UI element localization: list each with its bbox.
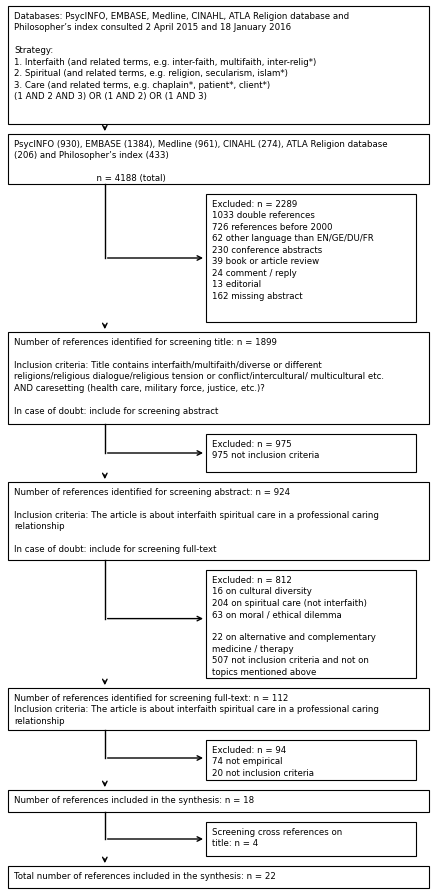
Text: Screening cross references on
title: n = 4: Screening cross references on title: n =… xyxy=(212,828,342,848)
Bar xyxy=(8,134,429,184)
Text: Excluded: n = 94
74 not empirical
20 not inclusion criteria: Excluded: n = 94 74 not empirical 20 not… xyxy=(212,746,314,778)
Text: Excluded: n = 2289
1033 double references
726 references before 2000
62 other la: Excluded: n = 2289 1033 double reference… xyxy=(212,200,374,301)
Text: Excluded: n = 975
975 not inclusion criteria: Excluded: n = 975 975 not inclusion crit… xyxy=(212,440,319,460)
Bar xyxy=(8,790,429,812)
Text: Number of references included in the synthesis: n = 18: Number of references included in the syn… xyxy=(14,796,254,805)
Bar xyxy=(206,570,416,678)
Bar xyxy=(206,740,416,780)
Text: Databases: PsycINFO, EMBASE, Medline, CINAHL, ATLA Religion database and
Philoso: Databases: PsycINFO, EMBASE, Medline, CI… xyxy=(14,12,349,101)
Bar xyxy=(8,332,429,424)
Bar xyxy=(8,482,429,560)
Text: PsycINFO (930), EMBASE (1384), Medline (961), CINAHL (274), ATLA Religion databa: PsycINFO (930), EMBASE (1384), Medline (… xyxy=(14,140,388,183)
Text: Total number of references included in the synthesis: n = 22: Total number of references included in t… xyxy=(14,872,276,881)
Bar xyxy=(8,866,429,888)
Text: Excluded: n = 812
16 on cultural diversity
204 on spiritual care (not interfaith: Excluded: n = 812 16 on cultural diversi… xyxy=(212,576,376,676)
Text: Number of references identified for screening title: n = 1899

Inclusion criteri: Number of references identified for scre… xyxy=(14,338,384,416)
Bar xyxy=(206,194,416,322)
Bar xyxy=(8,688,429,730)
Bar xyxy=(206,434,416,472)
Bar xyxy=(8,6,429,124)
Text: Number of references identified for screening abstract: n = 924

Inclusion crite: Number of references identified for scre… xyxy=(14,488,379,554)
Text: Number of references identified for screening full-text: n = 112
Inclusion crite: Number of references identified for scre… xyxy=(14,694,379,726)
Bar xyxy=(206,822,416,856)
